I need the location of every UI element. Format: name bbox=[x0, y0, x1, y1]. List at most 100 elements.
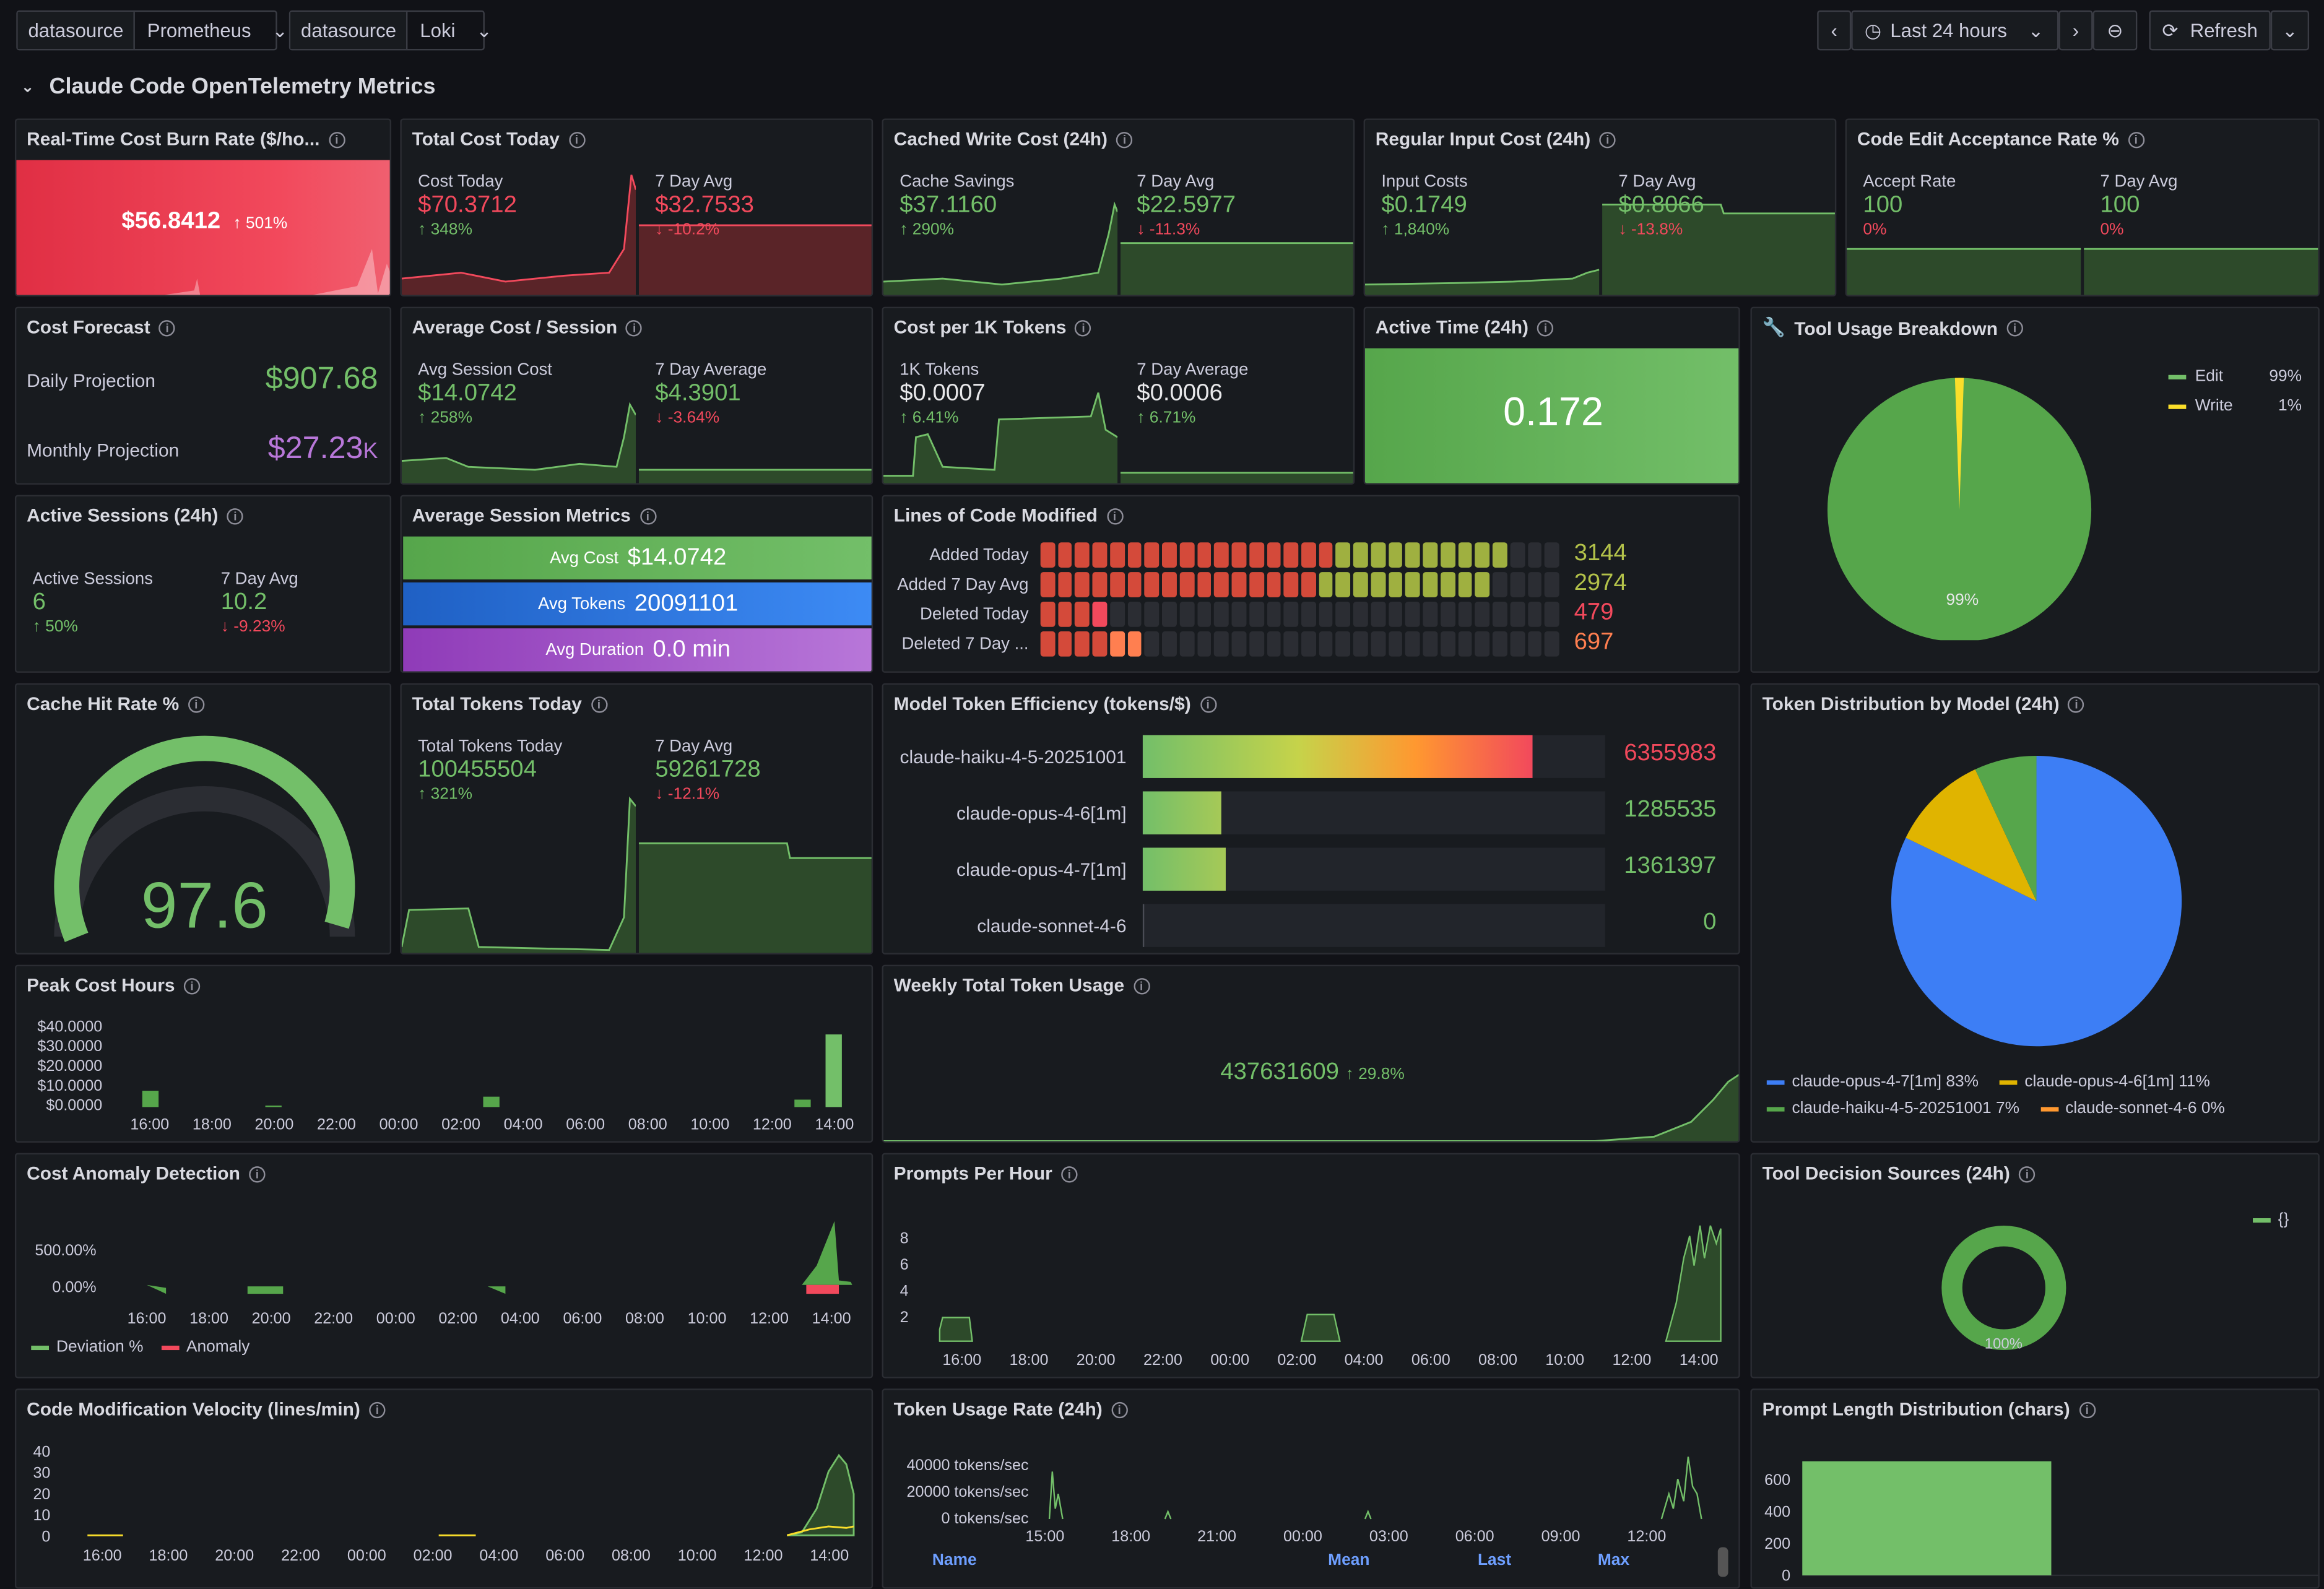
panel-model-token-efficiency[interactable]: Model Token Efficiency (tokens/$) i claud… bbox=[882, 683, 1740, 955]
info-icon[interactable]: i bbox=[1111, 1401, 1128, 1418]
info-icon[interactable]: i bbox=[1200, 696, 1216, 712]
panel-total-cost-today[interactable]: Total Cost Today i Cost Today $70.3712 ↑ … bbox=[400, 118, 874, 297]
loc-bar-cell bbox=[1423, 602, 1438, 627]
legend-item[interactable]: Deviation % bbox=[31, 1338, 144, 1356]
legend-item[interactable]: Edit 99% bbox=[2168, 368, 2302, 385]
panel-token-distribution[interactable]: Token Distribution by Model (24h) i claud… bbox=[1750, 683, 2320, 1143]
info-icon[interactable]: i bbox=[640, 507, 656, 524]
info-icon[interactable]: i bbox=[1075, 319, 1092, 336]
info-icon[interactable]: i bbox=[1537, 319, 1554, 336]
refresh-interval-dropdown[interactable]: ⌄ bbox=[2270, 10, 2310, 51]
info-icon[interactable]: i bbox=[227, 507, 244, 524]
loc-bar-cell bbox=[1231, 542, 1247, 568]
info-icon[interactable]: i bbox=[591, 696, 607, 712]
legend-item[interactable]: claude-opus-4-6[1m] 11% bbox=[1999, 1073, 2210, 1091]
loc-bar-cell bbox=[1353, 572, 1368, 597]
chevron-right-icon: › bbox=[2072, 19, 2079, 42]
axis-tick-label: 08:00 bbox=[625, 1310, 664, 1327]
info-icon[interactable]: i bbox=[2079, 1401, 2096, 1418]
stat-value: 10.2 bbox=[220, 589, 267, 615]
loc-bar-cell bbox=[1179, 572, 1194, 597]
info-icon[interactable]: i bbox=[1599, 131, 1616, 148]
axis-tick-label: 400 bbox=[1764, 1503, 1790, 1520]
info-icon[interactable]: i bbox=[626, 319, 643, 336]
info-icon[interactable]: i bbox=[1116, 131, 1133, 148]
info-icon[interactable]: i bbox=[369, 1401, 386, 1418]
info-icon[interactable]: i bbox=[2006, 320, 2023, 337]
panel-peak-cost-hours[interactable]: Peak Cost Hours i $40.0000 $30.0000 $20.000… bbox=[14, 964, 874, 1143]
loc-bar-cell bbox=[1336, 602, 1351, 627]
info-icon[interactable]: i bbox=[568, 131, 585, 148]
bar bbox=[794, 1099, 811, 1107]
column-header[interactable]: Name bbox=[932, 1551, 977, 1570]
token-rate-line bbox=[1660, 1457, 1702, 1520]
axis-tick-label: 04:00 bbox=[1345, 1351, 1384, 1369]
info-icon[interactable]: i bbox=[2128, 131, 2144, 148]
column-header[interactable]: Last bbox=[1477, 1551, 1512, 1570]
time-forward-button[interactable]: › bbox=[2058, 10, 2093, 51]
zoom-out-button[interactable]: ⊖ bbox=[2092, 10, 2138, 51]
info-icon[interactable]: i bbox=[1061, 1165, 1078, 1182]
legend-item[interactable]: {} bbox=[2253, 1211, 2289, 1229]
anomaly-chart: 500.00% 0.00% 16:00 18:00 20:00 22:00 00:00 02:… bbox=[35, 1221, 852, 1327]
datasource-loki-selector[interactable]: datasource Loki ⌄ bbox=[288, 10, 492, 51]
legend-item[interactable]: claude-sonnet-4-6 0% bbox=[2040, 1099, 2225, 1117]
info-icon[interactable]: i bbox=[249, 1165, 266, 1182]
info-icon[interactable]: i bbox=[1106, 507, 1123, 524]
info-icon[interactable]: i bbox=[328, 131, 345, 148]
panel-weekly-token-usage[interactable]: Weekly Total Token Usage i 437631609 ↑ 29… bbox=[882, 964, 1740, 1143]
time-range-picker[interactable]: ◷ Last 24 hours ⌄ bbox=[1851, 10, 2059, 51]
info-icon[interactable]: i bbox=[2019, 1165, 2036, 1182]
axis-tick-label: 0.00% bbox=[52, 1279, 96, 1296]
panel-cost-per-1k-tokens[interactable]: Cost per 1K Tokens i 1K Tokens $0.0007 ↑ … bbox=[882, 306, 1355, 485]
panel-cached-write-cost[interactable]: Cached Write Cost (24h) i Cache Savings $… bbox=[882, 118, 1355, 297]
panel-title: Cached Write Cost (24h) bbox=[893, 129, 1108, 150]
legend-label: {} bbox=[2278, 1211, 2289, 1229]
panel-prompt-length[interactable]: Prompt Length Distribution (chars) i 600 4… bbox=[1750, 1388, 2320, 1589]
efficiency-bar-fill bbox=[1142, 735, 1533, 778]
panel-active-sessions[interactable]: Active Sessions (24h) i Active Sessions 6… bbox=[14, 495, 392, 673]
panel-tool-decision-sources[interactable]: Tool Decision Sources (24h) i 100% {} bbox=[1750, 1153, 2320, 1379]
row-collapse-toggle[interactable]: ⌄ Claude Code OpenTelemetry Metrics bbox=[21, 74, 436, 100]
info-icon[interactable]: i bbox=[159, 319, 176, 336]
stat-value: $37.1160 bbox=[900, 193, 997, 218]
tool-usage-pie bbox=[1828, 378, 2092, 641]
legend-item[interactable]: Anomaly bbox=[161, 1338, 249, 1356]
info-icon[interactable]: i bbox=[2068, 696, 2085, 712]
panel-cost-burn-rate[interactable]: Real-Time Cost Burn Rate ($/ho... i $56.8… bbox=[14, 118, 392, 297]
panel-cost-forecast[interactable]: Cost Forecast i Daily Projection $907.68 … bbox=[14, 306, 392, 485]
column-header[interactable]: Mean bbox=[1328, 1551, 1370, 1570]
panel-token-usage-rate[interactable]: Token Usage Rate (24h) i 40000 tokens/sec… bbox=[882, 1388, 1740, 1589]
panel-code-velocity[interactable]: Code Modification Velocity (lines/min) i … bbox=[14, 1388, 874, 1589]
info-icon[interactable]: i bbox=[1133, 977, 1150, 994]
legend-item[interactable]: claude-haiku-4-5-20251001 7% bbox=[1766, 1099, 2019, 1117]
panel-average-cost-session[interactable]: Average Cost / Session i Avg Session Cost… bbox=[400, 306, 874, 485]
axis-tick-label: $10.0000 bbox=[37, 1077, 102, 1094]
panel-prompts-per-hour[interactable]: Prompts Per Hour i 8 6 4 2 16:00 18:00 20:00 22:… bbox=[882, 1153, 1740, 1379]
panel-lines-of-code[interactable]: Lines of Code Modified i Added Today 3144 A… bbox=[882, 495, 1740, 673]
datasource-prometheus-selector[interactable]: datasource Prometheus ⌄ bbox=[16, 10, 288, 51]
loc-bar-cell bbox=[1371, 631, 1385, 657]
panel-regular-input-cost[interactable]: Regular Input Cost (24h) i Input Costs $0… bbox=[1363, 118, 1837, 297]
datasource-label: datasource bbox=[17, 12, 136, 50]
panel-cache-hit-rate[interactable]: Cache Hit Rate % i 97.6 bbox=[14, 683, 392, 955]
scrollbar[interactable] bbox=[1717, 1547, 1728, 1577]
column-header[interactable]: Max bbox=[1597, 1551, 1630, 1570]
panel-active-time[interactable]: Active Time (24h) i 0.172 bbox=[1363, 306, 1740, 485]
info-icon[interactable]: i bbox=[188, 696, 204, 712]
info-icon[interactable]: i bbox=[183, 977, 201, 994]
legend-item[interactable]: claude-opus-4-7[1m] 83% bbox=[1766, 1073, 1979, 1091]
panel-average-session-metrics[interactable]: Average Session Metrics i Avg Cost $14.074… bbox=[400, 495, 874, 673]
axis-tick-label: 12:00 bbox=[1627, 1528, 1666, 1545]
chevron-down-icon: ⌄ bbox=[272, 18, 288, 41]
panel-cost-anomaly[interactable]: Cost Anomaly Detection i 500.00% 0.00% 16:0… bbox=[14, 1153, 874, 1379]
panel-tool-usage-breakdown[interactable]: 🔧 Tool Usage Breakdown i 99% Edit 99% Write… bbox=[1750, 306, 2320, 673]
refresh-button[interactable]: ⟳ Refresh bbox=[2149, 10, 2271, 51]
time-back-button[interactable]: ‹ bbox=[1817, 10, 1852, 51]
token-rate-table-header: Name Mean Last Max bbox=[932, 1552, 1703, 1570]
panel-total-tokens-today[interactable]: Total Tokens Today i Total Tokens Today 1… bbox=[400, 683, 874, 955]
anomaly-area bbox=[806, 1284, 839, 1294]
loc-bar-cell bbox=[1179, 631, 1194, 657]
panel-code-edit-acceptance[interactable]: Code Edit Acceptance Rate % i Accept Rate… bbox=[1845, 118, 2320, 297]
legend-item[interactable]: Write 1% bbox=[2168, 397, 2302, 415]
